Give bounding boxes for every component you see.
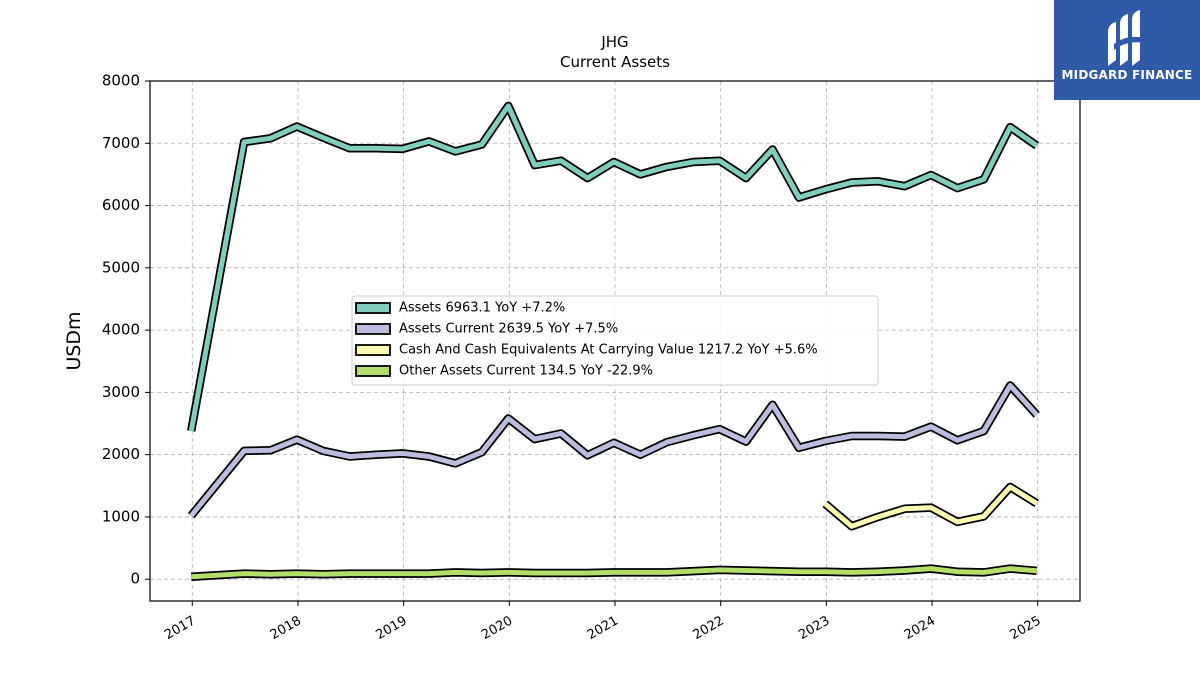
legend-swatch bbox=[355, 323, 391, 335]
y-tick-label: 3000 bbox=[102, 383, 140, 401]
series-line bbox=[188, 103, 1039, 432]
series-line bbox=[191, 566, 1037, 580]
legend-label: Assets Current 2639.5 YoY +7.5% bbox=[399, 322, 618, 337]
x-tick-label: 2025 bbox=[1008, 613, 1044, 643]
legend-label: Other Assets Current 134.5 YoY -22.9% bbox=[399, 364, 653, 379]
x-tick-label: 2024 bbox=[902, 613, 938, 643]
y-tick-label: 5000 bbox=[102, 258, 140, 276]
series-line bbox=[823, 484, 1039, 529]
series-layer bbox=[187, 101, 1040, 581]
y-tick-label: 2000 bbox=[102, 445, 140, 463]
legend: Assets 6963.1 YoY +7.2% Assets Current 26… bbox=[351, 295, 879, 386]
chart-title: JHG bbox=[600, 33, 628, 51]
y-tick-label: 6000 bbox=[102, 196, 140, 214]
legend-label: Assets 6963.1 YoY +7.2% bbox=[399, 301, 565, 316]
legend-box bbox=[351, 295, 879, 386]
series-3 bbox=[190, 564, 1038, 581]
y-tick-label: 1000 bbox=[102, 507, 140, 525]
midgard-logo-icon bbox=[1108, 10, 1144, 66]
x-tick-label: 2020 bbox=[479, 613, 515, 643]
series-0 bbox=[187, 101, 1040, 432]
chart-subtitle: Current Assets bbox=[560, 53, 670, 71]
legend-swatch bbox=[355, 302, 391, 314]
x-tick-label: 2023 bbox=[796, 613, 832, 643]
legend-label: Cash And Cash Equivalents At Carrying Va… bbox=[399, 343, 818, 358]
y-tick-label: 4000 bbox=[102, 321, 140, 339]
x-tick-label: 2017 bbox=[162, 613, 198, 643]
y-axis-label: USDm bbox=[63, 311, 85, 370]
legend-swatch bbox=[355, 365, 391, 377]
legend-item: Assets 6963.1 YoY +7.2% bbox=[355, 301, 565, 316]
series-2 bbox=[822, 482, 1039, 531]
y-tick-label: 8000 bbox=[102, 72, 140, 90]
y-tick-label: 0 bbox=[130, 570, 140, 588]
brand-logo: MIDGARD FINANCE bbox=[1054, 0, 1200, 100]
legend-item: Cash And Cash Equivalents At Carrying Va… bbox=[355, 343, 818, 358]
x-tick-label: 2022 bbox=[691, 613, 727, 643]
x-tick-label: 2018 bbox=[268, 613, 304, 643]
series-1 bbox=[187, 381, 1040, 519]
legend-swatch bbox=[355, 344, 391, 356]
plot-frame bbox=[149, 80, 1081, 602]
x-tick-label: 2019 bbox=[373, 613, 409, 643]
x-tick-label: 2021 bbox=[585, 613, 621, 643]
y-tick-label: 7000 bbox=[102, 134, 140, 152]
series-line bbox=[189, 383, 1039, 518]
legend-item: Other Assets Current 134.5 YoY -22.9% bbox=[355, 364, 653, 379]
brand-name: MIDGARD FINANCE bbox=[1061, 68, 1193, 82]
legend-item: Assets Current 2639.5 YoY +7.5% bbox=[355, 322, 618, 337]
